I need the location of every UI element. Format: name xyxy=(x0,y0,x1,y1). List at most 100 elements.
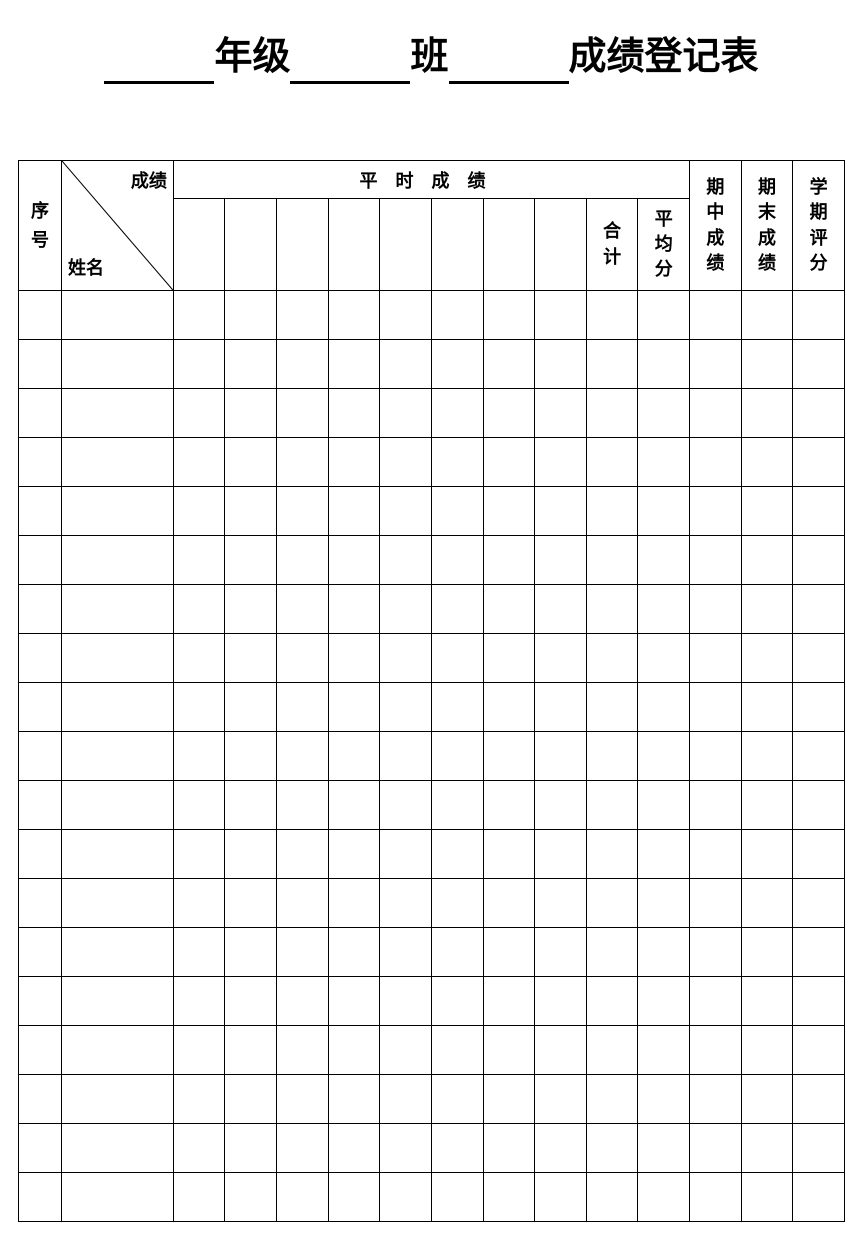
cell[interactable] xyxy=(535,1173,587,1222)
cell[interactable] xyxy=(225,340,277,389)
cell[interactable] xyxy=(62,781,174,830)
cell[interactable] xyxy=(328,1075,380,1124)
cell[interactable] xyxy=(741,683,793,732)
cell[interactable] xyxy=(173,291,225,340)
cell[interactable] xyxy=(277,1173,329,1222)
cell[interactable] xyxy=(19,683,62,732)
cell[interactable] xyxy=(225,1026,277,1075)
cell[interactable] xyxy=(328,487,380,536)
cell[interactable] xyxy=(173,683,225,732)
cell[interactable] xyxy=(793,1075,845,1124)
cell[interactable] xyxy=(638,634,690,683)
cell[interactable] xyxy=(793,1026,845,1075)
cell[interactable] xyxy=(62,879,174,928)
cell[interactable] xyxy=(277,1075,329,1124)
cell[interactable] xyxy=(380,340,432,389)
cell[interactable] xyxy=(483,389,535,438)
cell[interactable] xyxy=(586,977,638,1026)
cell[interactable] xyxy=(793,487,845,536)
cell[interactable] xyxy=(483,438,535,487)
cell[interactable] xyxy=(793,1173,845,1222)
cell[interactable] xyxy=(741,389,793,438)
cell[interactable] xyxy=(62,634,174,683)
cell[interactable] xyxy=(535,438,587,487)
cell[interactable] xyxy=(690,732,742,781)
cell[interactable] xyxy=(328,536,380,585)
cell[interactable] xyxy=(741,291,793,340)
cell[interactable] xyxy=(380,732,432,781)
blank-grade[interactable] xyxy=(104,48,214,84)
cell[interactable] xyxy=(277,683,329,732)
cell[interactable] xyxy=(277,585,329,634)
cell[interactable] xyxy=(535,683,587,732)
cell[interactable] xyxy=(380,830,432,879)
cell[interactable] xyxy=(62,732,174,781)
cell[interactable] xyxy=(586,732,638,781)
cell[interactable] xyxy=(277,879,329,928)
cell[interactable] xyxy=(741,340,793,389)
cell[interactable] xyxy=(225,1173,277,1222)
cell[interactable] xyxy=(586,634,638,683)
cell[interactable] xyxy=(586,781,638,830)
cell[interactable] xyxy=(638,928,690,977)
cell[interactable] xyxy=(62,585,174,634)
cell[interactable] xyxy=(793,389,845,438)
cell[interactable] xyxy=(638,732,690,781)
cell[interactable] xyxy=(535,879,587,928)
cell[interactable] xyxy=(225,487,277,536)
cell[interactable] xyxy=(483,977,535,1026)
cell[interactable] xyxy=(638,830,690,879)
cell[interactable] xyxy=(741,1026,793,1075)
cell[interactable] xyxy=(19,732,62,781)
cell[interactable] xyxy=(380,389,432,438)
cell[interactable] xyxy=(19,585,62,634)
cell[interactable] xyxy=(380,1124,432,1173)
cell[interactable] xyxy=(62,340,174,389)
cell[interactable] xyxy=(690,291,742,340)
cell[interactable] xyxy=(431,291,483,340)
cell[interactable] xyxy=(277,732,329,781)
cell[interactable] xyxy=(431,1173,483,1222)
cell[interactable] xyxy=(690,1124,742,1173)
cell[interactable] xyxy=(586,1026,638,1075)
cell[interactable] xyxy=(690,1075,742,1124)
cell[interactable] xyxy=(690,1173,742,1222)
cell[interactable] xyxy=(431,732,483,781)
cell[interactable] xyxy=(173,1173,225,1222)
cell[interactable] xyxy=(173,536,225,585)
cell[interactable] xyxy=(483,1124,535,1173)
cell[interactable] xyxy=(380,438,432,487)
cell[interactable] xyxy=(741,585,793,634)
cell[interactable] xyxy=(638,438,690,487)
cell[interactable] xyxy=(690,1026,742,1075)
cell[interactable] xyxy=(328,977,380,1026)
cell[interactable] xyxy=(62,928,174,977)
cell[interactable] xyxy=(225,1075,277,1124)
cell[interactable] xyxy=(19,291,62,340)
cell[interactable] xyxy=(535,732,587,781)
cell[interactable] xyxy=(380,487,432,536)
cell[interactable] xyxy=(225,634,277,683)
cell[interactable] xyxy=(483,585,535,634)
cell[interactable] xyxy=(586,340,638,389)
cell[interactable] xyxy=(277,928,329,977)
blank-class[interactable] xyxy=(290,48,410,84)
cell[interactable] xyxy=(173,1026,225,1075)
cell[interactable] xyxy=(328,634,380,683)
cell[interactable] xyxy=(173,438,225,487)
cell[interactable] xyxy=(19,830,62,879)
cell[interactable] xyxy=(741,438,793,487)
cell[interactable] xyxy=(173,487,225,536)
cell[interactable] xyxy=(690,830,742,879)
cell[interactable] xyxy=(793,781,845,830)
cell[interactable] xyxy=(535,1124,587,1173)
cell[interactable] xyxy=(535,1026,587,1075)
cell[interactable] xyxy=(431,879,483,928)
cell[interactable] xyxy=(19,1173,62,1222)
cell[interactable] xyxy=(19,438,62,487)
cell[interactable] xyxy=(586,291,638,340)
cell[interactable] xyxy=(62,536,174,585)
cell[interactable] xyxy=(225,879,277,928)
cell[interactable] xyxy=(690,977,742,1026)
cell[interactable] xyxy=(741,977,793,1026)
